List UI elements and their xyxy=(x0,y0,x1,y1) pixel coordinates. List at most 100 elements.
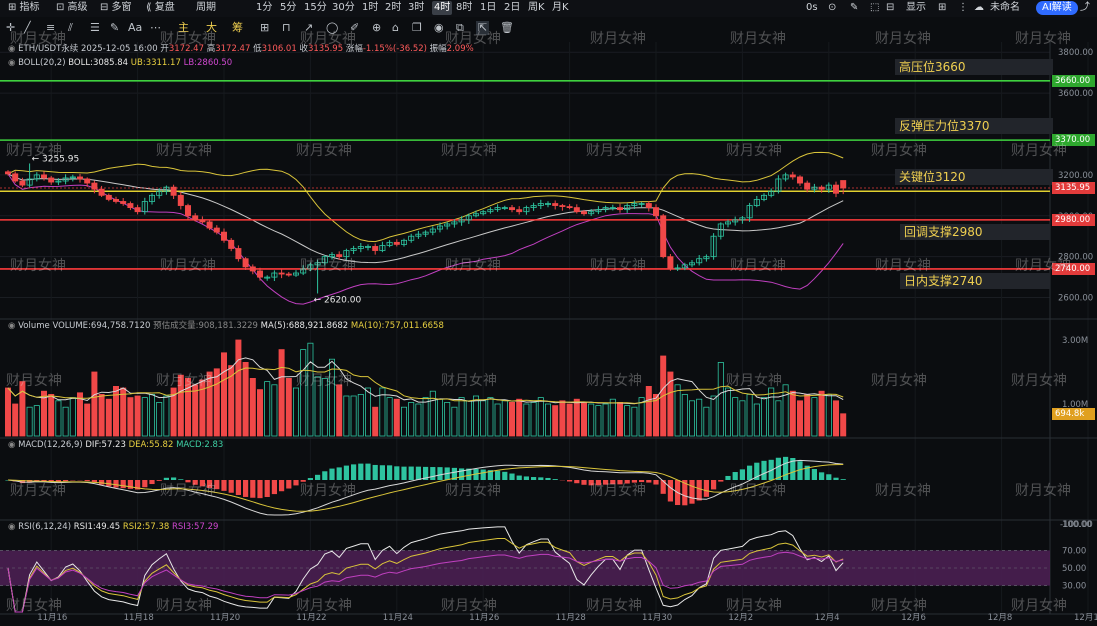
layers-icon[interactable]: ⧉ xyxy=(456,21,464,34)
toolbar-item-8[interactable]: 30分 xyxy=(332,2,355,13)
toolbar-item-5[interactable]: 1分 xyxy=(256,2,273,13)
volume-bar xyxy=(48,393,55,437)
macd-bar xyxy=(797,461,803,480)
candle-body xyxy=(559,205,566,207)
grid-icon[interactable]: ⊞ xyxy=(938,2,947,13)
fullscreen-icon[interactable]: ⬚ xyxy=(870,2,880,13)
lock-icon[interactable]: ⌂ xyxy=(392,21,399,34)
circle-tool-icon[interactable]: ◯ xyxy=(326,21,339,34)
select-tool-icon[interactable]: ⇱ xyxy=(476,21,490,35)
ai-interpret-button[interactable]: AI解读 xyxy=(1036,1,1078,15)
layout-name[interactable]: 未命名 xyxy=(990,2,1020,13)
text-tool-icon[interactable]: Aa xyxy=(128,21,143,34)
pencil-tool-icon[interactable]: ✐ xyxy=(350,21,360,34)
measure-tool-icon[interactable]: ⊞ xyxy=(260,21,270,34)
toolbar-item-0[interactable]: ⊞ 指标 xyxy=(8,2,40,13)
volume-bar xyxy=(415,403,422,437)
macd-bar xyxy=(646,480,652,483)
toolbar-item-9[interactable]: 1时 xyxy=(362,2,379,13)
toolbar-item-11[interactable]: 3时 xyxy=(408,2,425,13)
change-value: -1.15%(-36.52) xyxy=(362,44,427,54)
watermark: 财月女神 xyxy=(590,483,646,499)
toolbar-item-13[interactable]: 8时 xyxy=(456,2,473,13)
chip-tool[interactable]: 筹 xyxy=(232,21,243,34)
volume-bar xyxy=(818,390,825,437)
big-order-tool[interactable]: 大 xyxy=(206,21,217,34)
watermark: 财月女神 xyxy=(445,258,501,274)
volume-bar xyxy=(372,406,379,437)
display-button[interactable]: 显示 xyxy=(906,2,926,13)
toolbar-item-1[interactable]: ⊡ 高级 xyxy=(56,2,88,13)
macd-bar xyxy=(178,479,184,480)
candle-body xyxy=(206,221,213,229)
line-tool-icon[interactable]: ╱ xyxy=(24,21,31,34)
macd-bar xyxy=(336,467,342,480)
toolbar-item-16[interactable]: 周K xyxy=(528,2,545,13)
macd-bar xyxy=(567,480,573,482)
extreme-price-label: ← 2620.00 xyxy=(314,295,362,305)
more-icon[interactable]: ⋮ xyxy=(958,2,968,13)
cloud-icon[interactable]: ☁ xyxy=(974,2,984,13)
timer-label[interactable]: 0s xyxy=(806,2,818,13)
toolbar-item-7[interactable]: 15分 xyxy=(304,2,327,13)
fib-tool-icon[interactable]: ☰ xyxy=(90,21,100,34)
volume-bar xyxy=(645,385,652,437)
main-force-tool[interactable]: 主 xyxy=(178,21,189,34)
price-tick-label: 3600.00 xyxy=(1058,89,1093,99)
toolbar-item-14[interactable]: 1日 xyxy=(480,2,497,13)
macd-bar xyxy=(55,480,61,482)
hline-tool-icon[interactable]: ≡ xyxy=(46,21,56,34)
macd-bar xyxy=(221,480,227,491)
volume-bar xyxy=(523,403,530,437)
candle-body xyxy=(588,211,595,215)
candle-body xyxy=(840,180,847,189)
edit-icon[interactable]: ✎ xyxy=(850,2,859,13)
toolbar-item-2[interactable]: ⊟ 多窗 xyxy=(100,2,132,13)
volume-bar xyxy=(487,397,494,437)
macd-bar xyxy=(682,480,688,506)
volume-bar xyxy=(321,377,328,437)
magnet-tool-icon[interactable]: ⊓ xyxy=(282,21,291,34)
toolbar-item-12[interactable]: 4时 xyxy=(432,1,453,15)
channel-tool-icon[interactable]: ⫽ xyxy=(68,21,73,34)
more-tools-icon[interactable]: ⋯ xyxy=(150,21,161,34)
volume-bar xyxy=(552,405,559,437)
toolbar-item-15[interactable]: 2日 xyxy=(504,2,521,13)
volume-bar xyxy=(120,387,127,437)
candle-body xyxy=(170,186,177,196)
snapshot-icon[interactable]: ⊟ xyxy=(886,2,895,13)
candle-body xyxy=(444,223,451,227)
volume-bar xyxy=(328,358,335,437)
macd-bar xyxy=(214,480,220,490)
candle-body xyxy=(69,176,76,179)
toolbar-item-10[interactable]: 2时 xyxy=(385,2,402,13)
toolbar-item-6[interactable]: 5分 xyxy=(280,2,297,13)
volume-bar xyxy=(26,406,33,437)
macd-bar xyxy=(581,480,587,485)
cursor-icon[interactable]: ✛ xyxy=(6,21,16,34)
camera-icon[interactable]: ⊙ xyxy=(828,2,837,13)
watermark: 财月女神 xyxy=(445,31,501,47)
watermark: 财月女神 xyxy=(296,598,352,614)
toolbar-item-17[interactable]: 月K xyxy=(552,2,569,13)
bar-time: 2025-12-05 16:00 xyxy=(81,44,158,54)
macd-bar xyxy=(365,463,371,480)
macd-bar xyxy=(106,480,112,487)
share-icon[interactable]: ⤴ xyxy=(1080,2,1090,13)
candle-body xyxy=(782,174,789,180)
copy-icon[interactable]: ❐ xyxy=(412,21,422,34)
toolbar-item-4[interactable]: 周期 xyxy=(196,2,216,13)
zoom-tool-icon[interactable]: ⊕ xyxy=(372,21,382,34)
arrow-tool-icon[interactable]: ↗ xyxy=(304,21,314,34)
watermark: 财月女神 xyxy=(875,31,931,47)
volume-bar xyxy=(62,406,69,437)
brush-tool-icon[interactable]: ✎ xyxy=(110,21,120,34)
watermark: 财月女神 xyxy=(160,483,216,499)
volume-bar xyxy=(141,397,148,437)
trash-icon[interactable]: 🗑 xyxy=(500,21,514,34)
candle-body xyxy=(465,215,472,221)
macd-bar xyxy=(264,480,270,497)
eye-icon[interactable]: ◉ xyxy=(434,21,444,34)
toolbar-item-3[interactable]: ⟪ 复盘 xyxy=(146,2,175,13)
